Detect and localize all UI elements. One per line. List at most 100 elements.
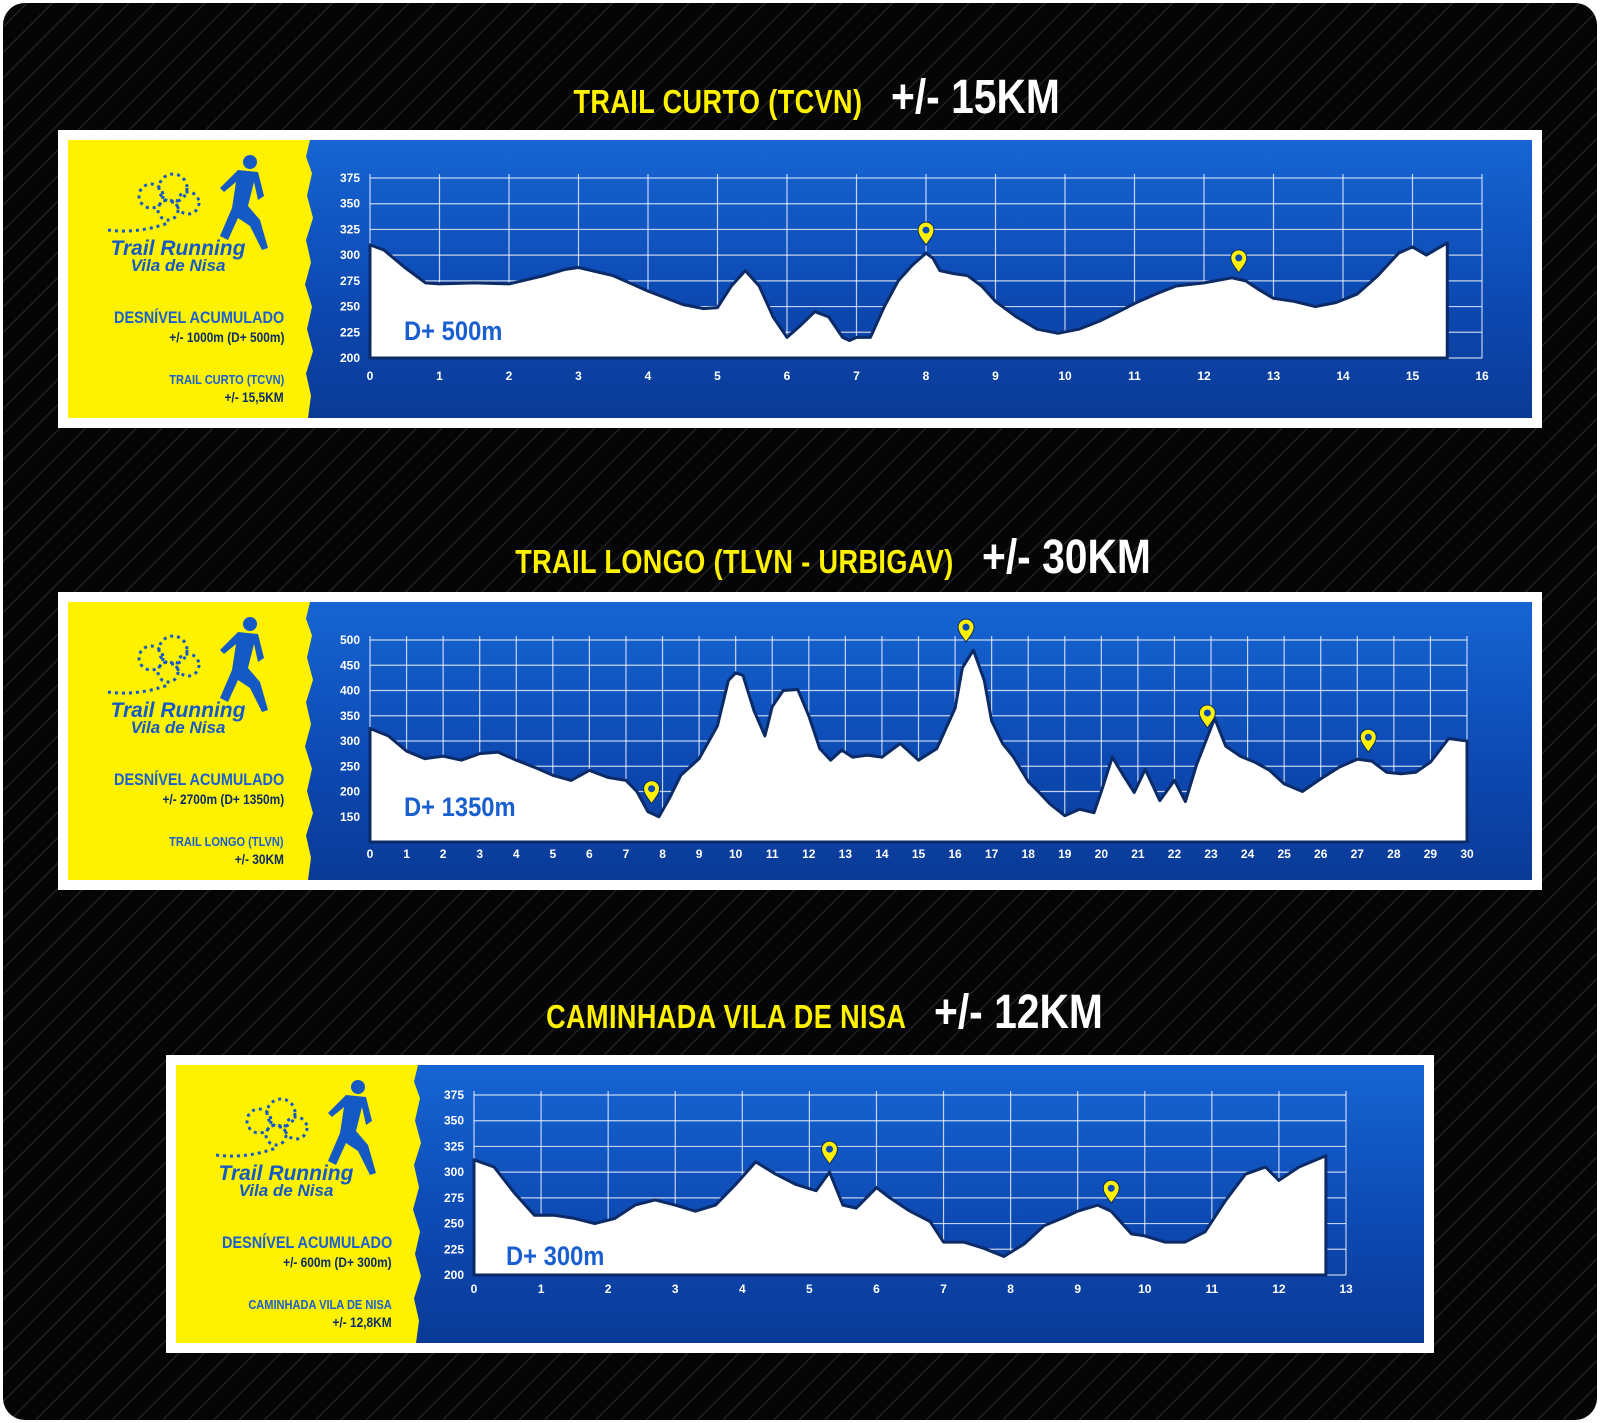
x-tick-label: 10 bbox=[1058, 369, 1072, 383]
x-tick-label: 20 bbox=[1095, 847, 1109, 861]
x-tick-label: 8 bbox=[1007, 1282, 1014, 1296]
trail-runner-logo-icon bbox=[107, 617, 268, 712]
x-tick-label: 11 bbox=[766, 847, 779, 861]
y-tick-label: 200 bbox=[444, 1268, 464, 1282]
race-distance: +/- 12,8KM bbox=[332, 1314, 392, 1330]
race-distance: +/- 30KM bbox=[234, 851, 284, 867]
chart-2-title: TRAIL LONGO (TLVN - URBIGAV) bbox=[515, 543, 954, 580]
x-tick-label: 13 bbox=[839, 847, 853, 861]
x-tick-label: 3 bbox=[476, 847, 483, 861]
y-tick-label: 200 bbox=[340, 785, 360, 799]
x-tick-label: 8 bbox=[659, 847, 666, 861]
x-tick-label: 21 bbox=[1131, 847, 1145, 861]
y-tick-label: 500 bbox=[340, 633, 360, 647]
race-label: CAMINHADA VILA DE NISA bbox=[248, 1297, 392, 1312]
x-tick-label: 7 bbox=[940, 1282, 947, 1296]
x-tick-label: 8 bbox=[923, 369, 930, 383]
y-tick-label: 325 bbox=[444, 1139, 464, 1153]
logo-subtitle: Vila de Nisa bbox=[130, 256, 226, 275]
x-tick-label: 16 bbox=[948, 847, 962, 861]
race-label: TRAIL CURTO (TCVN) bbox=[168, 372, 284, 387]
x-tick-label: 30 bbox=[1460, 847, 1474, 861]
trail-runner-logo-icon bbox=[107, 155, 268, 250]
y-tick-label: 400 bbox=[340, 684, 360, 698]
y-tick-label: 350 bbox=[444, 1114, 464, 1128]
x-tick-label: 1 bbox=[538, 1282, 545, 1296]
y-tick-label: 450 bbox=[340, 658, 360, 672]
x-tick-label: 0 bbox=[367, 369, 374, 383]
x-tick-label: 0 bbox=[471, 1282, 478, 1296]
chart-1-distance: +/- 15KM bbox=[890, 71, 1060, 124]
map-pin-icon bbox=[1198, 704, 1216, 729]
desnivel-label: DESNÍVEL ACUMULADO bbox=[221, 1233, 392, 1252]
x-tick-label: 3 bbox=[575, 369, 582, 383]
x-tick-label: 14 bbox=[1336, 369, 1350, 383]
x-tick-label: 3 bbox=[672, 1282, 679, 1296]
x-tick-label: 1 bbox=[403, 847, 410, 861]
desnivel-value: +/- 2700m (D+ 1350m) bbox=[162, 791, 284, 807]
x-tick-label: 5 bbox=[549, 847, 556, 861]
x-tick-label: 6 bbox=[873, 1282, 880, 1296]
x-tick-label: 29 bbox=[1424, 847, 1438, 861]
chart-1-title: TRAIL CURTO (TCVN) bbox=[573, 83, 863, 120]
chart-3-title: CAMINHADA VILA DE NISA bbox=[546, 998, 907, 1035]
map-pin-icon bbox=[1102, 1179, 1120, 1205]
x-tick-label: 10 bbox=[729, 847, 743, 861]
x-tick-label: 0 bbox=[367, 847, 374, 861]
map-pin-icon bbox=[821, 1140, 839, 1166]
x-tick-label: 13 bbox=[1339, 1282, 1353, 1296]
y-tick-label: 300 bbox=[340, 248, 360, 262]
x-tick-label: 12 bbox=[802, 847, 816, 861]
x-tick-label: 4 bbox=[739, 1282, 746, 1296]
x-tick-label: 5 bbox=[714, 369, 721, 383]
chart-3-panel: Trail Running Vila de Nisa DESNÍVEL ACUM… bbox=[166, 1055, 1434, 1353]
torn-edge bbox=[410, 1065, 421, 1343]
x-tick-label: 4 bbox=[645, 369, 652, 383]
x-tick-label: 28 bbox=[1387, 847, 1401, 861]
x-tick-label: 12 bbox=[1272, 1282, 1286, 1296]
x-tick-label: 13 bbox=[1267, 369, 1281, 383]
y-tick-label: 150 bbox=[340, 810, 360, 824]
y-tick-label: 300 bbox=[444, 1165, 464, 1179]
chart-3-heading: CAMINHADA VILA DE NISA +/- 12KM bbox=[0, 985, 1600, 1040]
chart-2-info-box: Trail Running Vila de Nisa DESNÍVEL ACUM… bbox=[68, 602, 313, 880]
map-pin-icon bbox=[1230, 249, 1248, 274]
chart-3-dplus: D+ 300m bbox=[506, 1241, 605, 1271]
desnivel-value: +/- 1000m (D+ 500m) bbox=[168, 329, 284, 345]
x-tick-label: 11 bbox=[1128, 369, 1141, 383]
chart-1-heading: TRAIL CURTO (TCVN) +/- 15KM bbox=[0, 70, 1600, 125]
x-tick-label: 2 bbox=[440, 847, 447, 861]
chart-3-plot-area: Trail Running Vila de Nisa DESNÍVEL ACUM… bbox=[176, 1065, 1424, 1343]
y-tick-label: 275 bbox=[340, 274, 360, 288]
chart-1-panel: Trail Running Vila de Nisa DESNÍVEL ACUM… bbox=[58, 130, 1542, 428]
x-tick-label: 26 bbox=[1314, 847, 1328, 861]
y-tick-label: 325 bbox=[340, 222, 360, 236]
x-tick-label: 23 bbox=[1204, 847, 1218, 861]
x-tick-label: 4 bbox=[513, 847, 520, 861]
chart-3-distance: +/- 12KM bbox=[934, 986, 1104, 1039]
x-tick-label: 25 bbox=[1277, 847, 1291, 861]
race-distance: +/- 15,5KM bbox=[224, 389, 284, 405]
y-tick-label: 250 bbox=[340, 759, 360, 773]
x-tick-label: 18 bbox=[1022, 847, 1036, 861]
x-tick-label: 5 bbox=[806, 1282, 813, 1296]
chart-2-dplus: D+ 1350m bbox=[404, 792, 516, 822]
x-tick-label: 9 bbox=[1074, 1282, 1081, 1296]
x-tick-label: 6 bbox=[784, 369, 791, 383]
y-tick-label: 375 bbox=[444, 1088, 464, 1102]
elevation-profile-area bbox=[368, 241, 1449, 360]
x-tick-label: 15 bbox=[1406, 369, 1420, 383]
chart-2-plot-area: Trail Running Vila de Nisa DESNÍVEL ACUM… bbox=[68, 602, 1532, 880]
torn-edge bbox=[302, 602, 313, 880]
desnivel-label: DESNÍVEL ACUMULADO bbox=[113, 308, 284, 327]
x-tick-label: 22 bbox=[1168, 847, 1182, 861]
map-pin-icon bbox=[643, 780, 661, 805]
chart-2-heading: TRAIL LONGO (TLVN - URBIGAV) +/- 30KM bbox=[0, 530, 1600, 585]
x-tick-label: 27 bbox=[1351, 847, 1365, 861]
y-tick-label: 250 bbox=[340, 300, 360, 314]
x-tick-label: 10 bbox=[1138, 1282, 1152, 1296]
x-tick-label: 9 bbox=[992, 369, 999, 383]
y-tick-label: 350 bbox=[340, 709, 360, 723]
